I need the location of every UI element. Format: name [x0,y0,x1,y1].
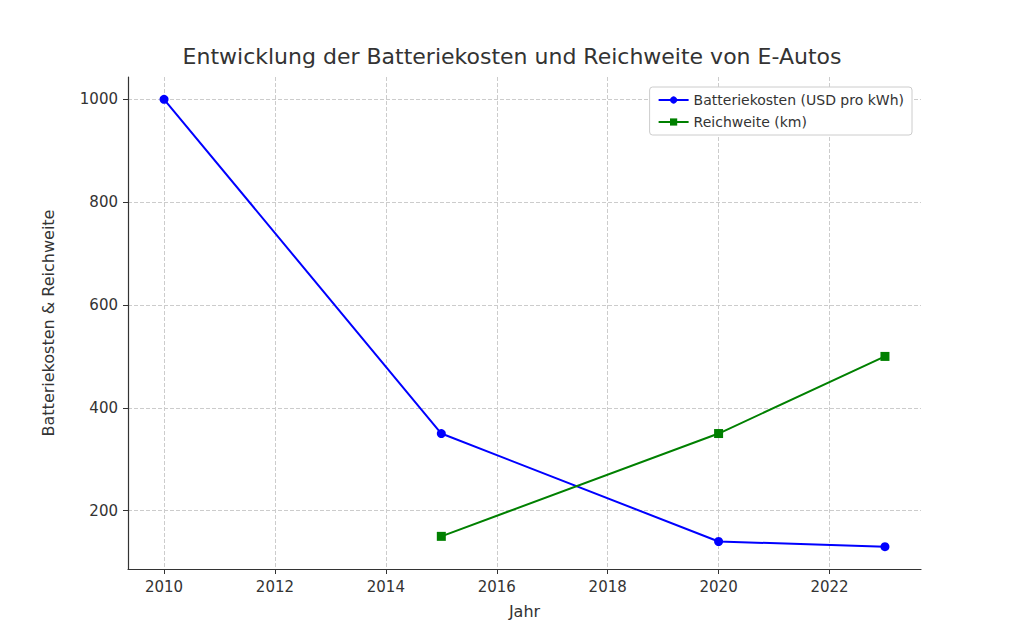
svg-text:2010: 2010 [145,578,183,596]
svg-text:2016: 2016 [478,578,516,596]
svg-text:2020: 2020 [699,578,737,596]
svg-text:200: 200 [89,502,118,520]
svg-text:2018: 2018 [589,578,627,596]
svg-text:Reichweite (km): Reichweite (km) [694,114,807,130]
svg-text:800: 800 [89,193,118,211]
svg-text:600: 600 [89,296,118,314]
svg-text:2014: 2014 [367,578,405,596]
svg-text:2012: 2012 [256,578,294,596]
svg-text:Batteriekosten & Reichweite: Batteriekosten & Reichweite [39,210,58,437]
svg-text:Entwicklung der Batteriekosten: Entwicklung der Batteriekosten und Reich… [183,44,842,69]
svg-text:Jahr: Jahr [508,602,541,621]
svg-text:1000: 1000 [80,90,118,108]
svg-text:2022: 2022 [810,578,848,596]
svg-text:Batteriekosten (USD pro kWh): Batteriekosten (USD pro kWh) [694,92,904,108]
svg-text:400: 400 [89,399,118,417]
